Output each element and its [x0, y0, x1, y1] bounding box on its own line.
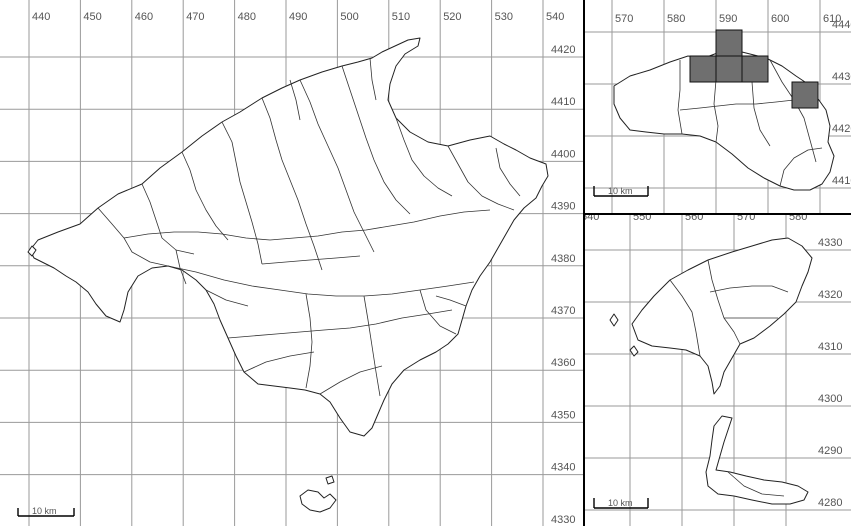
formentera-boundary	[727, 471, 785, 497]
y-tick-label: 4380	[551, 253, 575, 265]
menorca-scalebar: 10 km	[593, 186, 649, 197]
horizontal-panel-divider	[584, 213, 851, 215]
cabrera-islet	[299, 489, 337, 513]
formentera-coastline	[705, 415, 809, 505]
y-tick-label: 4400	[551, 148, 575, 160]
y-tick-label: 4420	[832, 123, 851, 135]
menorca-map-svg: 570 580 590 600 610 4440 4430 4420 4410 10 km	[584, 0, 851, 214]
x-tick-label: 570	[737, 214, 755, 223]
x-tick-label: 580	[667, 13, 685, 25]
cabrera-small-islet	[325, 475, 335, 485]
mallorca-map-panel: 440 450 460 470 480 490 500 510 520 530 540 4420 44…	[0, 0, 584, 528]
ibiza-x-tick-labels: 540 550 560 570 580	[581, 211, 807, 223]
ibiza-map-svg: 540 550 560 570 580 4330 4320 4310 4300 4290 4280…	[577, 211, 851, 526]
dragonera-islet	[27, 245, 37, 257]
y-tick-label: 4360	[551, 357, 575, 369]
x-tick-label: 520	[443, 11, 461, 23]
ibiza-scalebar-label: 10 km	[608, 498, 633, 508]
y-tick-label: 4350	[551, 409, 575, 421]
menorca-coastline	[613, 49, 835, 191]
menorca-scalebar-label: 10 km	[608, 186, 633, 196]
y-tick-label: 4340	[551, 462, 575, 474]
y-tick-label: 4310	[818, 341, 842, 353]
mallorca-y-tick-labels: 4420 4410 4400 4390 4380 4370 4360 4350 4340 4330	[551, 44, 575, 526]
x-tick-label: 540	[584, 214, 599, 223]
y-tick-label: 4280	[818, 497, 842, 509]
y-tick-label: 4330	[551, 514, 575, 526]
y-tick-label: 4370	[551, 305, 575, 317]
ibiza-formentera-map-panel: 540 550 560 570 580 4330 4320 4310 4300 4290 4280…	[577, 211, 851, 526]
x-tick-label: 600	[771, 13, 789, 25]
y-tick-label: 4320	[818, 289, 842, 301]
y-tick-label: 4410	[551, 96, 575, 108]
x-tick-label: 590	[719, 13, 737, 25]
x-tick-label: 510	[392, 11, 410, 23]
x-tick-label: 610	[823, 13, 841, 25]
y-tick-label: 4430	[832, 71, 851, 83]
menorca-x-tick-labels: 570 580 590 600 610	[615, 13, 841, 25]
ibiza-municipal-boundaries	[669, 259, 789, 357]
y-tick-label: 4390	[551, 201, 575, 213]
x-tick-label: 500	[340, 11, 358, 23]
highlighted-cell	[715, 55, 743, 83]
x-tick-label: 560	[685, 214, 703, 223]
x-tick-label: 450	[83, 11, 101, 23]
y-tick-label: 4330	[818, 237, 842, 249]
x-tick-label: 460	[135, 11, 153, 23]
ibiza-west-islet	[609, 313, 619, 327]
ibiza-y-tick-labels: 4330 4320 4310 4300 4290 4280	[818, 237, 842, 509]
x-tick-label: 570	[615, 13, 633, 25]
vertical-panel-divider	[583, 0, 585, 526]
menorca-y-tick-labels: 4440 4430 4420 4410	[832, 19, 851, 187]
y-tick-label: 4410	[832, 175, 851, 187]
highlighted-cell	[689, 55, 717, 83]
mallorca-x-tick-labels: 440 450 460 470 480 490 500 510 520 530 540	[32, 11, 564, 23]
highlighted-cell	[791, 81, 819, 109]
y-tick-label: 4440	[832, 19, 851, 31]
x-tick-label: 480	[238, 11, 256, 23]
x-tick-label: 550	[633, 214, 651, 223]
x-tick-label: 540	[546, 11, 564, 23]
menorca-highlighted-cells	[689, 29, 819, 109]
mallorca-coastline	[29, 37, 549, 437]
mallorca-municipal-boundaries	[97, 57, 521, 397]
menorca-map-panel: 570 580 590 600 610 4440 4430 4420 4410 10 km	[584, 0, 851, 214]
ibiza-scalebar: 10 km	[593, 498, 649, 509]
y-tick-label: 4420	[551, 44, 575, 56]
mallorca-scalebar: 10 km	[17, 506, 75, 517]
highlighted-cell	[715, 29, 743, 57]
x-tick-label: 470	[186, 11, 204, 23]
x-tick-label: 580	[789, 214, 807, 223]
mallorca-scalebar-label: 10 km	[32, 506, 57, 516]
ibiza-small-islet	[629, 345, 639, 357]
mallorca-map-svg: 440 450 460 470 480 490 500 510 520 530 540 442044…	[0, 0, 584, 528]
x-tick-label: 440	[32, 11, 50, 23]
ibiza-coastline	[631, 237, 813, 395]
x-tick-label: 530	[495, 11, 513, 23]
highlighted-cell	[741, 55, 769, 83]
y-tick-label: 4300	[818, 393, 842, 405]
y-tick-label: 4290	[818, 445, 842, 457]
x-tick-label: 490	[289, 11, 307, 23]
